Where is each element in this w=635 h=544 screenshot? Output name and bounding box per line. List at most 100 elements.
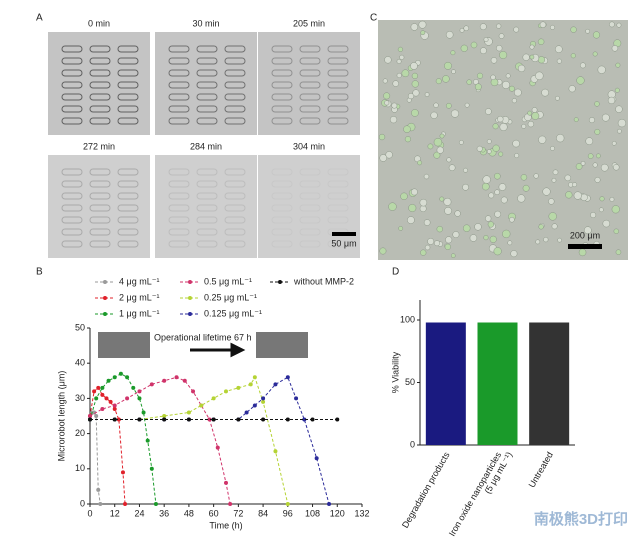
y-tick-label: 10 [75,463,85,473]
microrobot [196,117,218,125]
microrobot [224,105,246,113]
microrobot [117,204,139,212]
data-point [186,410,191,415]
microrobot [271,81,293,89]
cell [445,31,454,39]
data-point [244,410,249,415]
data-point [261,417,266,422]
microrobot [196,168,218,176]
microrobot [196,105,218,113]
cell [512,139,520,148]
cell [379,154,388,162]
cell [531,107,538,113]
bar [529,322,570,445]
series-line [89,387,126,505]
cell [494,172,501,180]
cell [594,128,601,135]
cell [424,92,430,97]
data-point [273,382,278,387]
cell [575,163,583,170]
microrobot [327,117,349,125]
cell [383,92,391,100]
microrobot [61,240,83,248]
microrobot [327,204,349,212]
cell [424,244,431,251]
arrow [190,342,246,358]
microrobot [61,81,83,89]
cell [531,112,540,120]
cell [611,141,617,146]
data-point [88,417,92,422]
data-point [116,417,121,422]
microrobot [271,117,293,125]
microrobot [117,228,139,236]
cell [556,133,565,143]
legend-label: 1 μg mL⁻¹ [119,308,159,318]
cell [454,210,461,217]
cell [492,144,500,152]
cell [511,98,517,104]
microrobot [224,45,246,53]
cell [615,105,623,113]
microrobot [299,93,321,101]
cell [420,30,426,36]
microrobot [61,216,83,224]
microrobot [168,45,190,53]
microrobot [271,180,293,188]
data-point [145,438,150,443]
cell [474,223,482,231]
microrobot [327,105,349,113]
data-point [112,403,117,408]
cell [389,116,398,124]
legend-marker [103,296,107,300]
microrobot [224,216,246,224]
cell [576,76,585,85]
cell [481,182,490,191]
cell [617,128,622,134]
microrobot [224,81,246,89]
microrobot [61,168,83,176]
microrobot [271,69,293,77]
legend-label: 0.125 μg mL⁻¹ [204,308,262,318]
cell [598,207,604,213]
cell [399,54,405,60]
panel-label: B [36,267,43,278]
data-point [224,389,228,394]
cell [408,203,417,213]
microrobot [89,81,111,89]
cell [570,26,577,33]
data-point [162,414,167,418]
legend-marker [103,312,107,316]
microrobot [168,216,190,224]
cell [568,85,576,93]
microrobot [299,81,321,89]
cell [609,21,615,28]
data-point [112,375,117,380]
microrobot [117,81,139,89]
data-point [96,487,101,492]
cell [520,174,528,181]
microrobot [299,105,321,113]
microrobot [271,240,293,248]
time-label: 284 min [190,141,222,151]
microrobot [299,45,321,53]
microrobot [196,57,218,65]
microrobot [327,57,349,65]
microrobot [168,228,190,236]
data-point [236,385,241,390]
cell [427,143,434,150]
micro-image [155,32,257,135]
x-tick-label: 48 [184,508,194,518]
cell [602,219,611,228]
cell [487,221,495,228]
data-point [199,403,204,408]
cell [444,61,452,70]
microrobot [271,168,293,176]
y-tick-label: 40 [75,358,85,368]
cell [601,113,610,122]
microrobot [117,69,139,77]
data-point [94,396,99,401]
data-point [215,445,220,450]
x-tick-label: 108 [305,508,320,518]
